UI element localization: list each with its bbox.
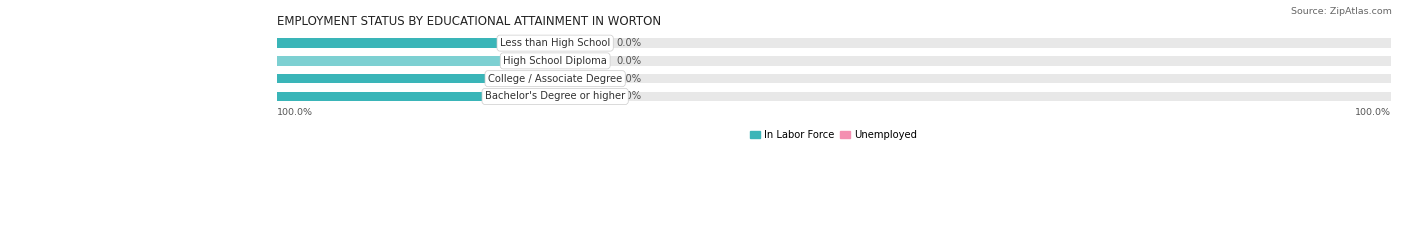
Text: 100.0%: 100.0% [8, 38, 51, 48]
Bar [277, 92, 1391, 101]
Bar [555, 38, 600, 48]
Legend: In Labor Force, Unemployed: In Labor Force, Unemployed [747, 126, 921, 144]
Text: 100.0%: 100.0% [277, 108, 312, 117]
Text: 100.0%: 100.0% [1355, 108, 1391, 117]
Text: Source: ZipAtlas.com: Source: ZipAtlas.com [1291, 7, 1392, 16]
Text: 0.0%: 0.0% [616, 38, 641, 48]
Bar [101, 56, 555, 65]
Text: High School Diploma: High School Diploma [503, 56, 607, 66]
Text: College / Associate Degree: College / Associate Degree [488, 74, 623, 84]
Bar [555, 74, 600, 83]
Bar [0, 38, 555, 48]
Bar [277, 38, 1391, 48]
Text: Less than High School: Less than High School [501, 38, 610, 48]
Text: 81.4%: 81.4% [112, 56, 148, 66]
Text: EMPLOYMENT STATUS BY EDUCATIONAL ATTAINMENT IN WORTON: EMPLOYMENT STATUS BY EDUCATIONAL ATTAINM… [277, 15, 661, 28]
Bar [0, 92, 555, 101]
Bar [277, 74, 1391, 83]
Text: 0.0%: 0.0% [616, 74, 641, 84]
Text: 0.0%: 0.0% [616, 92, 641, 101]
Text: 0.0%: 0.0% [616, 56, 641, 66]
Bar [555, 92, 600, 101]
Bar [0, 74, 555, 83]
Bar [277, 56, 1391, 65]
Bar [555, 56, 600, 65]
Text: Bachelor's Degree or higher: Bachelor's Degree or higher [485, 92, 626, 101]
Text: 100.0%: 100.0% [8, 92, 51, 101]
Text: 100.0%: 100.0% [8, 74, 51, 84]
